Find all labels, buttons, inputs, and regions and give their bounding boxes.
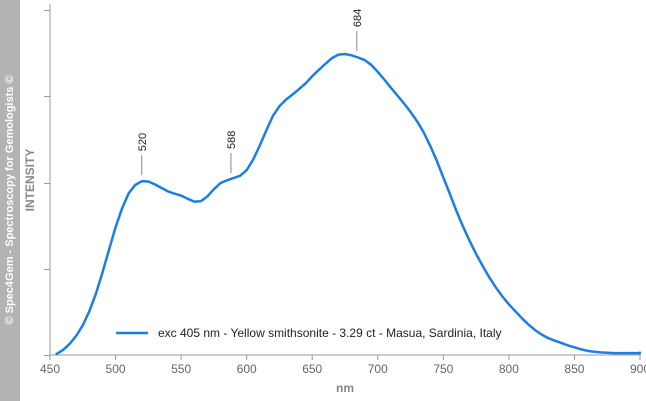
x-tick-label: 650 [302,362,322,376]
x-tick-label: 450 [40,362,60,376]
x-tick-label: 800 [499,362,519,376]
y-ticks [44,10,50,356]
legend: exc 405 nm - Yellow smithsonite - 3.29 c… [116,326,502,340]
x-tick-label: 600 [237,362,257,376]
x-tick-label: 850 [564,362,584,376]
x-tick-label: 550 [171,362,191,376]
x-tick-label: 900 [630,362,646,376]
x-tick-label: 750 [433,362,453,376]
x-ticks: 450 500 550 600 650 700 750 800 850 900 [40,355,646,376]
chart-axes [49,4,641,356]
peak-annotations: 520 588 684 [137,9,364,176]
legend-label: exc 405 nm - Yellow smithsonite - 3.29 c… [158,326,502,340]
watermark-bar: © Spec4Gem - Spectroscopy for Gemologist… [0,0,20,401]
peak-label: 684 [352,9,364,27]
x-axis-label: nm [336,381,354,395]
series-group [55,52,642,356]
x-tick-label: 700 [368,362,388,376]
x-tick-label: 500 [106,362,126,376]
peak-label: 588 [226,131,238,149]
peak-label: 520 [137,133,149,151]
series-line [55,52,642,356]
y-axis-label: INTENSITY [23,149,37,212]
